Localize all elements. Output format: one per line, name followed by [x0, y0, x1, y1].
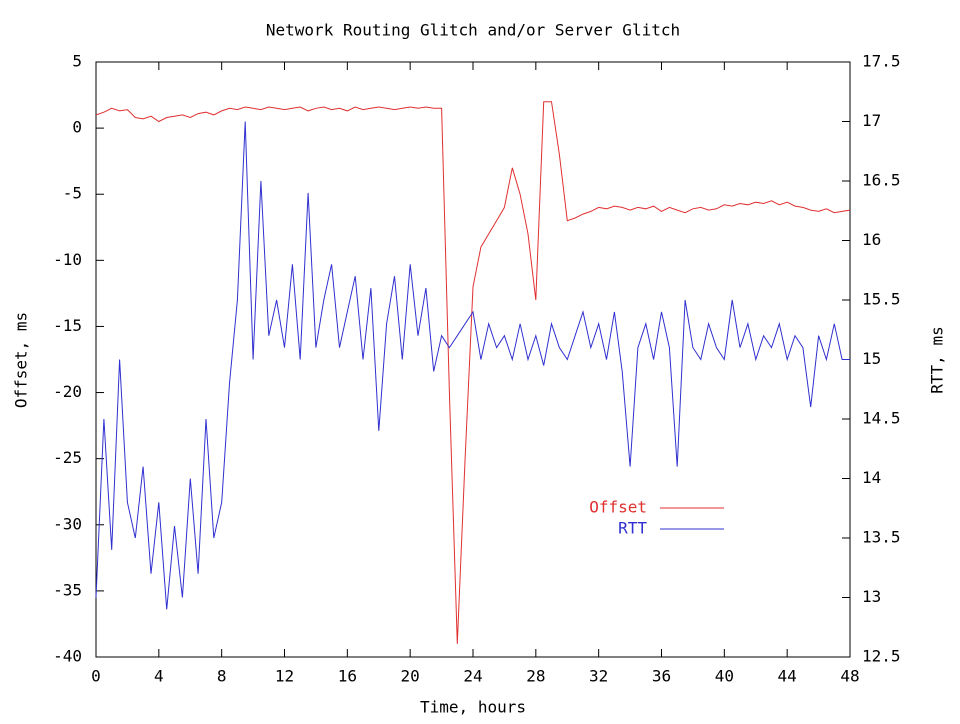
y-tick-label: -35 — [53, 580, 82, 599]
y2-tick-label: 15 — [862, 349, 881, 368]
y-tick-label: -20 — [53, 382, 82, 401]
y2-tick-label: 16 — [862, 230, 881, 249]
chart-title: Network Routing Glitch and/or Server Gli… — [266, 21, 680, 40]
x-tick-label: 20 — [401, 667, 420, 686]
y-tick-label: 0 — [72, 118, 82, 137]
y2-axis-label: RTT, ms — [928, 326, 947, 393]
y2-tick-label: 15.5 — [862, 290, 901, 309]
x-tick-label: 32 — [589, 667, 608, 686]
legend-label: Offset — [589, 498, 647, 517]
x-tick-label: 4 — [154, 667, 164, 686]
y-tick-label: -5 — [63, 184, 82, 203]
y2-tick-label: 14 — [862, 468, 881, 487]
series-line — [95, 101, 851, 644]
x-tick-label: 48 — [840, 667, 859, 686]
x-tick-label: 44 — [778, 667, 797, 686]
y-tick-label: 5 — [72, 52, 82, 71]
y-tick-label: -15 — [53, 316, 82, 335]
x-tick-label: 16 — [338, 667, 357, 686]
y-tick-label: -40 — [53, 647, 82, 666]
y2-tick-label: 13.5 — [862, 528, 901, 547]
y-tick-label: -25 — [53, 448, 82, 467]
y-tick-label: -30 — [53, 514, 82, 533]
plot-frame — [95, 61, 851, 658]
x-tick-label: 12 — [275, 667, 294, 686]
x-tick-label: 24 — [463, 667, 482, 686]
x-tick-label: 36 — [652, 667, 671, 686]
y2-tick-label: 17 — [862, 111, 881, 130]
y2-tick-label: 14.5 — [862, 409, 901, 428]
y2-tick-label: 16.5 — [862, 171, 901, 190]
series-line — [95, 121, 850, 610]
legend-label: RTT — [618, 519, 647, 538]
y-tick-label: -10 — [53, 250, 82, 269]
x-tick-label: 40 — [715, 667, 734, 686]
x-axis-label: Time, hours — [420, 698, 526, 717]
x-tick-label: 28 — [526, 667, 545, 686]
x-tick-label: 0 — [91, 667, 101, 686]
y-axis-label: Offset, ms — [12, 312, 31, 408]
x-tick-label: 8 — [217, 667, 227, 686]
y2-tick-label: 17.5 — [862, 52, 901, 71]
y2-tick-label: 13 — [862, 587, 881, 606]
y2-tick-label: 12.5 — [862, 647, 901, 666]
